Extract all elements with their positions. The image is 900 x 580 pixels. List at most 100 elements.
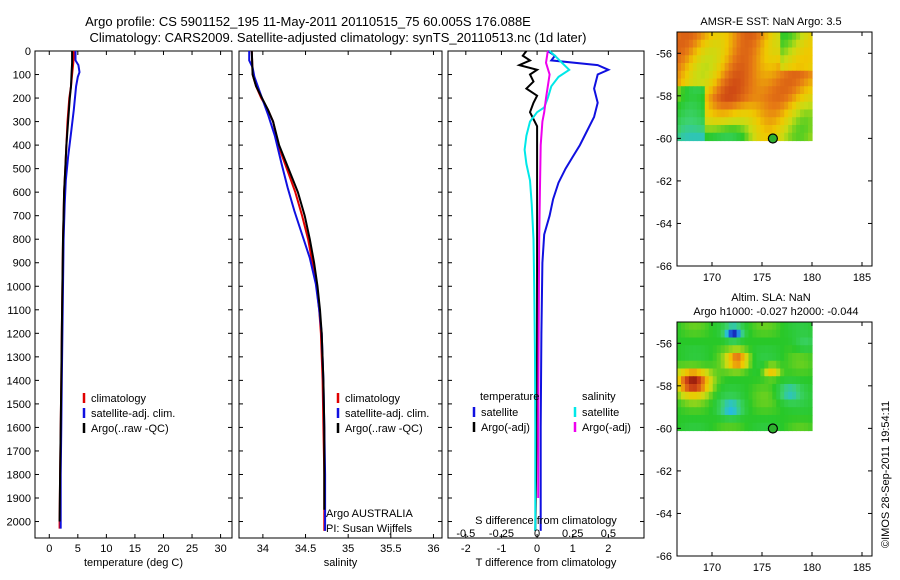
temperature-ytick-label: 400 [13,140,31,152]
difference-xtick-label: 1 [570,543,576,555]
sst-map-cell [720,101,726,111]
sst-map-cell [792,117,797,126]
sst-map-cell [728,93,734,103]
sla-map-cell [736,399,742,408]
sla-map-cell [716,329,722,339]
difference-s-tick-label: -0.5 [456,528,475,540]
sst-map-ytick-label: -66 [656,261,672,273]
sla-map-cell [756,322,761,331]
sst-map-cell [788,47,793,56]
difference-temperature-legend-label: Argo(-adj) [481,422,530,434]
sst-map-cell [736,101,742,111]
sla-map-cell [736,391,742,401]
sst-map-cell [724,32,730,41]
sst-map-cell [724,39,730,49]
sla-map-cell [708,329,714,339]
sla-map-cell [740,422,746,432]
sla-map-cell [772,337,777,346]
sla-map-cell [800,329,805,339]
sla-map-cell [720,353,726,362]
sst-map-cell [724,124,730,134]
sla-map-cell [700,414,706,424]
sst-map-cell [700,86,706,95]
sst-map-cell [788,117,793,126]
sst-map-cell [800,86,805,95]
sla-map-title: Altim. SLA: NaN [731,292,811,304]
imos-stamp: ©IMOS 28-Sep-2011 19:54:11 [880,401,892,548]
sst-map-cell [688,101,694,111]
sst-map-cell [680,39,686,49]
sla-map-cell [740,383,746,393]
sst-map-cell [772,32,777,41]
sla-map-cell [756,391,761,401]
difference-frame [447,50,645,539]
salinity-legend-label: climatology [345,393,401,405]
sla-map-cell [788,399,793,408]
sst-map-cell [760,63,765,72]
sst-map-cell [712,101,718,111]
sla-map-cell [808,414,813,424]
sla-map-cell [776,322,781,331]
sst-map-cell [684,132,690,142]
sst-map-cell [764,124,769,134]
sla-map-cell [708,391,714,401]
sst-map-cell [728,124,734,134]
sst-map-xtick-label: 170 [703,272,721,284]
sst-map-cell [700,70,706,80]
sst-map-cell [724,63,730,72]
sla-map-cell [728,376,734,385]
sst-map-cell [788,124,793,134]
sla-map-cell [736,353,742,362]
sst-map-cell [696,70,702,80]
sla-map-cell [776,376,781,385]
sla-map-cell [752,353,758,362]
sst-map-cell [772,117,777,126]
sla-map-cell [800,360,805,370]
sst-map-cell [732,70,738,80]
sst-map-cell [752,78,758,87]
sla-map-cell [712,383,718,393]
sst-map-ytick-label: -60 [656,133,672,145]
sla-map-cell [688,322,694,331]
sla-map-cell [740,399,746,408]
sst-map-cell [772,78,777,87]
sst-map-cell [792,32,797,41]
sst-map-cell [808,93,813,103]
sla-map-cell [740,353,746,362]
sst-map-cell [800,132,805,142]
sla-map-cell [772,376,777,385]
sla-map-panel: Altim. SLA: NaN Argo h1000: -0.027 h2000:… [656,292,873,574]
sst-map-cell [784,32,789,41]
sla-map-cell [760,345,765,354]
sst-map-cell [700,47,706,56]
sla-map-cell [768,368,773,377]
sla-map-cell [768,407,773,416]
sst-map-cell [720,70,726,80]
temperature-ytick-label: 1700 [7,446,31,458]
sla-map-cell [804,391,809,401]
sla-map-cell [788,368,793,377]
difference-legend-title-salinity: salinity [582,391,616,403]
sla-map-cell [792,337,797,346]
sst-map-cell [792,109,797,118]
sst-map-cell [804,55,809,64]
sla-map-cell [712,407,718,416]
sla-map-cell [804,353,809,362]
salinity-xtick-label: 35 [342,543,354,555]
sla-map-cell [692,329,698,339]
sst-map-cell [760,39,765,49]
temperature-xtick-label: 10 [100,543,112,555]
sla-map-cell [720,368,726,377]
sla-map-cell [800,368,805,377]
sla-map-cell [704,329,710,339]
sla-map-cell [692,345,698,354]
sst-map-cell [788,63,793,72]
sst-map-cell [804,47,809,56]
sla-map-cell [796,391,801,401]
difference-s-tick-label: 0 [534,528,540,540]
sst-map-cell [712,39,718,49]
sla-map-cell [752,422,758,432]
temperature-ytick-label: 600 [13,187,31,199]
sst-map-cell [680,78,686,87]
sst-map-cell [716,124,722,134]
